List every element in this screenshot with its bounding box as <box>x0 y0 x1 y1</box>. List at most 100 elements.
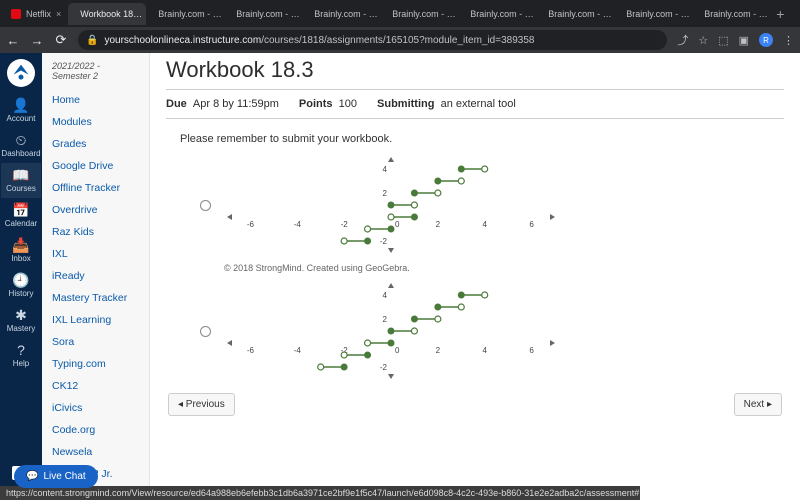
course-nav-link[interactable]: Typing.com <box>52 353 139 375</box>
tab-label: Brainly.com - … <box>392 9 455 19</box>
next-button[interactable]: Next ▸ <box>734 393 782 416</box>
help-icon: ? <box>17 343 25 357</box>
svg-text:-2: -2 <box>380 363 388 372</box>
svg-text:0: 0 <box>395 220 400 229</box>
previous-button[interactable]: ◂ Previous <box>168 393 235 416</box>
course-term: 2021/2022 - Semester 2 <box>52 61 139 81</box>
browser-tab[interactable]: Brainly.com - …× <box>614 3 692 25</box>
course-nav-link[interactable]: IXL <box>52 243 139 265</box>
course-nav-link[interactable]: Google Drive <box>52 155 139 177</box>
course-nav-link[interactable]: Grades <box>52 133 139 155</box>
close-icon[interactable]: × <box>56 9 61 19</box>
global-nav-label: Dashboard <box>1 149 40 158</box>
reading-list-icon[interactable]: ▣ <box>739 34 749 47</box>
tab-label: Brainly.com - … <box>626 9 689 19</box>
course-nav-link[interactable]: CK12 <box>52 375 139 397</box>
global-nav-label: Calendar <box>5 219 37 228</box>
course-nav-link[interactable]: Mastery Tracker <box>52 287 139 309</box>
browser-tab[interactable]: Brainly.com - …× <box>458 3 536 25</box>
svg-text:-2: -2 <box>341 220 349 229</box>
global-nav-history[interactable]: 🕘 History <box>1 268 40 303</box>
browser-toolbar: ← → ⟳ 🔒 yourschoolonlineca.instructure.c… <box>0 27 800 53</box>
global-nav-help[interactable]: ? Help <box>1 338 40 373</box>
address-bar[interactable]: 🔒 yourschoolonlineca.instructure.com/cou… <box>78 30 667 50</box>
svg-text:6: 6 <box>529 220 534 229</box>
browser-tab[interactable]: Brainly.com - …× <box>536 3 614 25</box>
course-nav-link[interactable]: Overdrive <box>52 199 139 221</box>
browser-tab[interactable]: Brainly.com - …× <box>692 3 770 25</box>
svg-text:2: 2 <box>383 189 388 198</box>
course-nav-link[interactable]: Modules <box>52 111 139 133</box>
browser-tab[interactable]: Brainly.com - …× <box>380 3 458 25</box>
chrome-menu-icon[interactable]: ⋮ <box>783 34 794 47</box>
assignment-title: Workbook 18.3 <box>166 57 784 83</box>
svg-text:-6: -6 <box>247 346 255 355</box>
radio-option-1[interactable] <box>200 200 211 211</box>
global-nav-label: History <box>9 289 34 298</box>
new-tab-button[interactable]: + <box>770 6 790 22</box>
live-chat-button[interactable]: 💬 Live Chat <box>14 465 98 488</box>
back-button[interactable]: ← <box>6 33 20 48</box>
tab-label: Brainly.com - … <box>236 9 299 19</box>
assignment-main: Workbook 18.3 Due Apr 8 by 11:59pm Point… <box>150 53 800 486</box>
global-nav-calendar[interactable]: 📅 Calendar <box>1 198 40 233</box>
radio-option-2[interactable] <box>200 326 211 337</box>
course-nav: 2021/2022 - Semester 2 HomeModulesGrades… <box>42 53 150 486</box>
canvas-global-nav: 👤Account⏲Dashboard📖Courses 📅 Calendar 📥Inbo… <box>0 53 42 486</box>
bookmark-icon[interactable]: ☆ <box>698 34 708 47</box>
svg-text:-6: -6 <box>247 220 255 229</box>
course-nav-link[interactable]: Code.org <box>52 419 139 441</box>
svg-text:2: 2 <box>383 315 388 324</box>
course-nav-link[interactable]: Offline Tracker <box>52 177 139 199</box>
calendar-icon: 📅 <box>12 203 29 217</box>
tab-label: Workbook 18… <box>80 9 142 19</box>
global-nav-label: Mastery <box>7 324 35 333</box>
course-nav-link[interactable]: Raz Kids <box>52 221 139 243</box>
translate-icon[interactable]: ⤴ <box>677 32 688 48</box>
svg-text:-4: -4 <box>294 220 302 229</box>
svg-text:2: 2 <box>436 220 441 229</box>
course-nav-link[interactable]: iReady <box>52 265 139 287</box>
assignment-instruction: Please remember to submit your workbook. <box>180 133 784 145</box>
browser-status-bar: https://content.strongmind.com/View/reso… <box>0 486 640 500</box>
url-text: yourschoolonlineca.instructure.com/cours… <box>104 35 534 46</box>
browser-tab[interactable]: Brainly.com - …× <box>224 3 302 25</box>
global-nav-label: Inbox <box>11 254 31 263</box>
answer-option-1[interactable]: -6-4-2246-2240 <box>200 151 784 259</box>
global-nav-account[interactable]: 👤Account <box>1 93 40 128</box>
course-nav-link[interactable]: Home <box>52 89 139 111</box>
browser-tab-strip: Netflix×Workbook 18…×Brainly.com - …×Bra… <box>0 0 800 27</box>
course-nav-link[interactable]: IXL Learning <box>52 309 139 331</box>
tab-label: Brainly.com - … <box>548 9 611 19</box>
global-nav-label: Help <box>13 359 29 368</box>
profile-avatar[interactable]: R <box>759 33 773 47</box>
school-logo[interactable] <box>7 59 35 87</box>
forward-button[interactable]: → <box>30 33 44 48</box>
global-nav-dashboard[interactable]: ⏲Dashboard <box>1 128 40 163</box>
chart-1: -6-4-2246-2240 <box>221 151 561 259</box>
answer-option-2[interactable]: -6-4-2246-2240 <box>200 277 784 385</box>
tab-label: Brainly.com - … <box>158 9 221 19</box>
svg-text:4: 4 <box>383 291 388 300</box>
browser-tab[interactable]: Brainly.com - …× <box>302 3 380 25</box>
svg-text:2: 2 <box>436 346 441 355</box>
course-nav-link[interactable]: Sora <box>52 331 139 353</box>
global-nav-courses[interactable]: 📖Courses <box>1 163 40 198</box>
browser-tab[interactable]: Netflix × <box>4 3 68 25</box>
global-nav-mastery[interactable]: ✱ Mastery <box>1 303 40 338</box>
history-icon: 🕘 <box>12 273 29 287</box>
browser-tab[interactable]: Brainly.com - …× <box>146 3 224 25</box>
svg-text:6: 6 <box>529 346 534 355</box>
svg-text:4: 4 <box>383 165 388 174</box>
course-nav-link[interactable]: iCivics <box>52 397 139 419</box>
module-pager: ◂ Previous Next ▸ <box>166 393 784 416</box>
reload-button[interactable]: ⟳ <box>54 32 68 48</box>
browser-tab[interactable]: Workbook 18…× <box>68 3 146 25</box>
tab-label: Netflix <box>26 9 51 19</box>
global-nav-inbox[interactable]: 📥Inbox <box>1 233 40 268</box>
extensions-icon[interactable]: ⬚ <box>718 34 728 47</box>
course-nav-link[interactable]: Newsela <box>52 441 139 463</box>
mastery-icon: ✱ <box>15 308 27 322</box>
favicon-icon <box>11 9 21 19</box>
chart-caption: © 2018 StrongMind. Created using GeoGebr… <box>224 263 784 273</box>
